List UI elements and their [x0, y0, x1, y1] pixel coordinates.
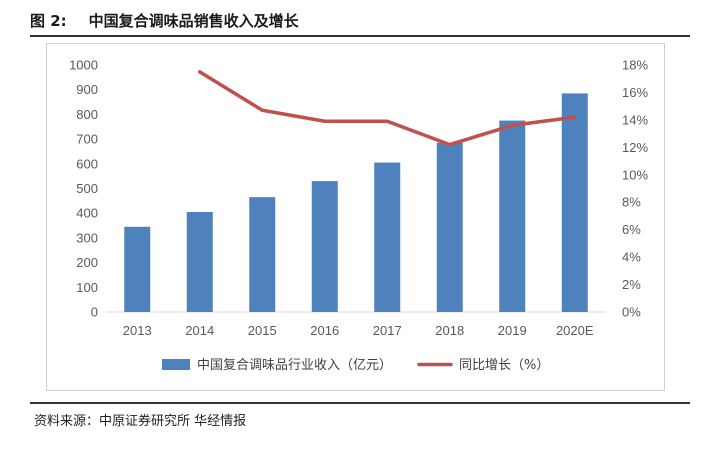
growth-point-2014	[198, 70, 202, 74]
y-right-tick-label: 18%	[622, 58, 648, 73]
y-right-tick-label: 0%	[622, 305, 641, 320]
x-tick-label: 2014	[185, 323, 214, 338]
x-tick-label: 2015	[248, 323, 277, 338]
y-left-tick-label: 0	[91, 305, 98, 320]
legend-bar-label: 中国复合调味品行业收入（亿元）	[197, 358, 392, 373]
y-left-tick-label: 400	[76, 206, 98, 221]
x-tick-label: 2020E	[556, 323, 594, 338]
bar-2018	[436, 142, 463, 312]
growth-point-2018	[448, 142, 452, 147]
figure-title-line: 图 2: 中国复合调味品销售收入及增长	[30, 10, 299, 31]
y-right-tick-label: 12%	[622, 140, 648, 155]
y-left-tick-label: 500	[76, 181, 98, 196]
y-left-tick-label: 800	[76, 107, 98, 122]
bar-2020E	[561, 93, 588, 312]
y-left-tick-label: 600	[76, 156, 98, 171]
x-tick-label: 2017	[373, 323, 402, 338]
figure-header: 图 2: 中国复合调味品销售收入及增长	[30, 6, 690, 36]
figure-title: 中国复合调味品销售收入及增长	[88, 12, 299, 30]
y-right-tick-label: 4%	[622, 250, 641, 265]
y-right-tick-label: 14%	[622, 112, 648, 127]
x-tick-label: 2016	[310, 323, 339, 338]
legend-bar-swatch	[162, 359, 190, 370]
y-right-tick-label: 6%	[622, 222, 641, 237]
bar-2015	[249, 197, 276, 312]
y-left-tick-label: 200	[76, 255, 98, 270]
y-right-tick-label: 8%	[622, 195, 641, 210]
header-rule	[30, 35, 690, 37]
y-left-tick-label: 300	[76, 230, 98, 245]
y-left-tick-label: 1000	[69, 58, 98, 73]
y-left-tick-label: 700	[76, 132, 98, 147]
x-tick-label: 2013	[123, 323, 152, 338]
bar-2013	[124, 226, 151, 312]
x-tick-label: 2019	[498, 323, 527, 338]
bar-2014	[186, 211, 213, 312]
growth-point-2015	[260, 108, 264, 112]
bar-2019	[499, 120, 526, 312]
y-right-tick-label: 16%	[622, 85, 648, 100]
growth-point-2016	[323, 119, 327, 123]
y-left-tick-label: 100	[76, 280, 98, 295]
y-right-tick-label: 10%	[622, 167, 648, 182]
footer-rule	[30, 402, 690, 404]
y-left-tick-label: 900	[76, 82, 98, 97]
source-note: 资料来源：中原证券研究所 华经情报	[34, 414, 247, 429]
y-right-tick-label: 2%	[622, 277, 641, 292]
growth-point-2017	[385, 119, 389, 123]
x-tick-label: 2018	[435, 323, 464, 338]
figure-number: 图 2:	[30, 12, 67, 30]
bar-2016	[311, 181, 338, 312]
growth-point-2020E	[573, 115, 577, 119]
growth-point-2019	[510, 123, 514, 127]
bar-2017	[374, 162, 401, 312]
legend-line-label: 同比增长（%）	[459, 358, 549, 373]
